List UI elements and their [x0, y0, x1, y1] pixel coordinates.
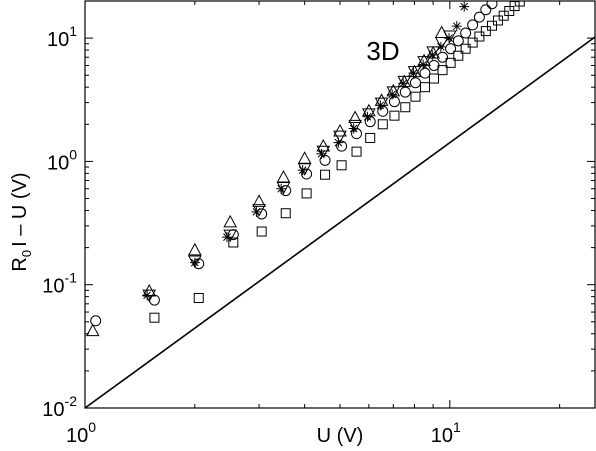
marker-square [150, 313, 159, 322]
marker-triangle-up [277, 171, 289, 182]
marker-square [366, 133, 375, 142]
y-axis-label-subscript: 0 [19, 250, 34, 257]
marker-circle [352, 129, 362, 139]
marker-square [475, 32, 484, 41]
marker-asterisk [452, 21, 462, 31]
marker-circle [481, 5, 491, 15]
y-axis-label-main: R [9, 257, 31, 271]
y-tick-label: 10-1 [42, 270, 77, 298]
marker-square [411, 92, 420, 101]
y-tick-label: 100 [47, 146, 77, 174]
marker-triangle-up [299, 152, 311, 163]
y-axis-label: R0 I – U (V) [9, 172, 34, 271]
marker-asterisk [436, 42, 446, 52]
marker-asterisk [459, 2, 469, 12]
marker-circle [389, 97, 399, 107]
marker-square [401, 103, 410, 112]
marker-square [378, 120, 387, 129]
marker-triangle-up [436, 27, 448, 38]
x-tick-label: 100 [66, 419, 96, 446]
marker-square [257, 227, 266, 236]
plot-content [85, 0, 595, 408]
marker-square [481, 27, 490, 36]
marker-asterisk [427, 50, 437, 60]
marker-circle [410, 78, 420, 88]
marker-square [468, 38, 477, 47]
x-axis-label: U (V) [317, 425, 364, 446]
marker-square [390, 111, 399, 120]
marker-square [352, 147, 361, 156]
marker-circle [400, 87, 410, 97]
marker-circle [461, 28, 471, 38]
y-tick-label: 101 [47, 23, 77, 51]
panel-annotation: 3D [366, 36, 399, 66]
marker-triangle-up [349, 111, 361, 122]
y-tick-label: 10-2 [42, 393, 77, 421]
marker-circle [149, 295, 159, 305]
marker-circle [91, 316, 101, 326]
marker-asterisk [408, 68, 418, 78]
svg-text:R0I – U (V): R0 I – U (V) [9, 172, 34, 271]
marker-square [337, 161, 346, 170]
marker-circle [420, 68, 430, 78]
marker-triangle-up [408, 66, 420, 77]
marker-square [281, 209, 290, 218]
marker-triangle-down [277, 183, 289, 194]
x-tick-label: 101 [431, 419, 461, 446]
marker-square [321, 170, 330, 179]
marker-square [302, 189, 311, 198]
marker-asterisk [142, 290, 152, 300]
marker-asterisk [298, 165, 308, 175]
reference-line [85, 37, 595, 408]
marker-asterisk [387, 89, 397, 99]
y-axis-label-rest: I – U (V) [9, 172, 31, 246]
marker-triangle-up [189, 244, 201, 255]
marker-triangle-up [224, 216, 236, 227]
plot-frame [85, 1, 595, 408]
marker-square [430, 74, 439, 83]
marker-asterisk [375, 100, 385, 110]
marker-square [194, 294, 203, 303]
marker-asterisk [444, 33, 454, 43]
marker-square [421, 83, 430, 92]
marker-square [487, 21, 496, 30]
marker-asterisk [222, 232, 232, 242]
